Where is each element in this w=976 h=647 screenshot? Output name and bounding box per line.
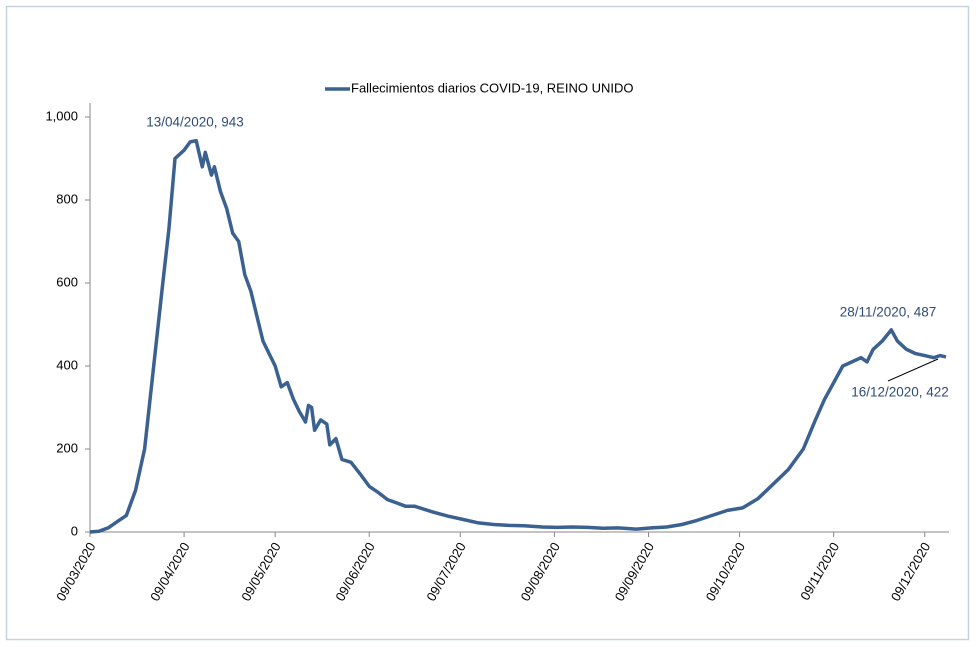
- chart-frame: [5, 5, 970, 641]
- y-tick-label: 600: [56, 274, 78, 289]
- y-tick-label: 200: [56, 440, 78, 455]
- legend-label: Fallecimientos diarios COVID-19, REINO U…: [351, 80, 633, 95]
- annotation: 28/11/2020, 487: [840, 305, 937, 320]
- y-tick-label: 800: [56, 191, 78, 206]
- y-tick-label: 0: [71, 523, 78, 538]
- annotation: 16/12/2020, 422: [851, 385, 949, 400]
- y-tick-label: 400: [56, 357, 78, 372]
- annotation-leader: [887, 358, 939, 382]
- data-line: [89, 138, 947, 534]
- annotation: 13/04/2020, 943: [146, 115, 244, 130]
- y-tick-label: 1,000: [45, 108, 78, 123]
